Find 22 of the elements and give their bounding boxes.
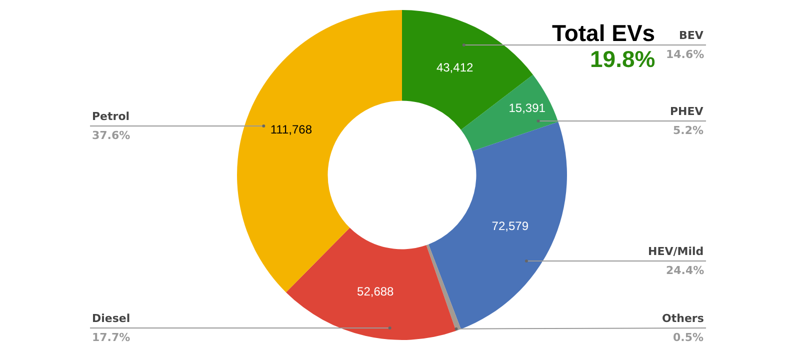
slice-label: HEV/Mild: [648, 245, 704, 258]
data-label: 43,412: [436, 60, 474, 75]
donut-slice: [460, 74, 558, 152]
data-label: 52,688: [357, 284, 394, 299]
slice-label: Others: [662, 312, 704, 325]
text: 24.4%: [666, 264, 704, 277]
text: 0.5%: [673, 331, 704, 344]
text: 19.8%: [590, 46, 656, 72]
slice-label: Petrol: [92, 110, 130, 123]
data-label: 15,391: [508, 101, 546, 116]
text: 14.6%: [666, 48, 704, 61]
data-label: 72,579: [492, 218, 529, 233]
data-label: 111,768: [270, 122, 312, 137]
slice-label: Diesel: [92, 312, 130, 325]
text: 17.7%: [92, 331, 130, 344]
text: 5.2%: [673, 124, 704, 137]
text: Total EVs: [552, 20, 656, 46]
donut-slice: [428, 122, 567, 330]
slice-label: PHEV: [670, 105, 704, 118]
slice-label: BEV: [679, 29, 704, 42]
text: 37.6%: [92, 129, 130, 142]
donut-slice: [286, 228, 456, 340]
